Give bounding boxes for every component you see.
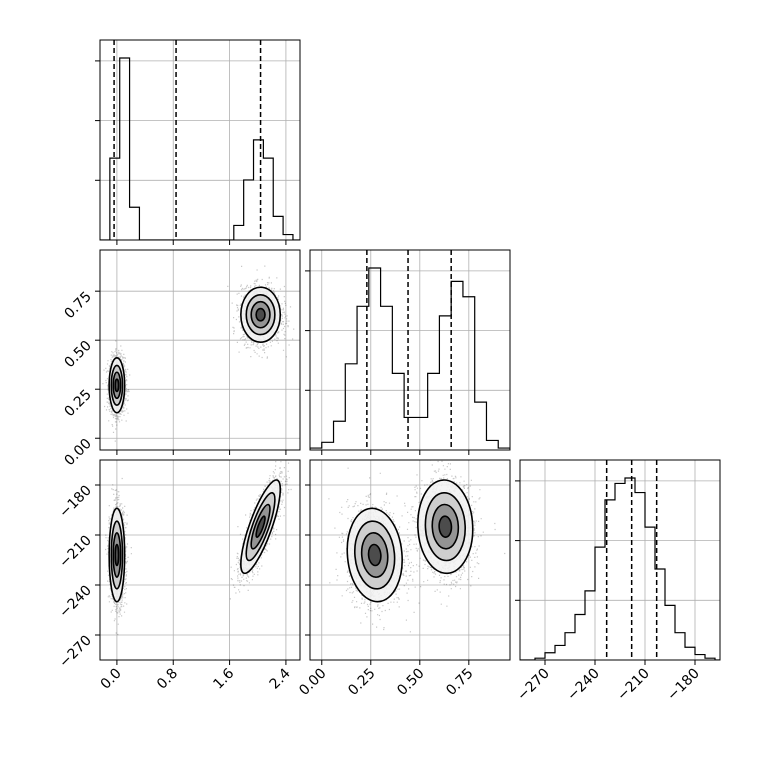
y-tick-label: 0.50 bbox=[61, 338, 94, 371]
contour-line bbox=[114, 378, 120, 393]
contour-line bbox=[108, 507, 126, 603]
x-tick-label: 0.50 bbox=[394, 666, 427, 699]
x-tick-label: 1.6 bbox=[210, 665, 237, 692]
histogram-panel-1 bbox=[305, 249, 511, 455]
axes-frame bbox=[99, 249, 301, 451]
x-tick-label: −180 bbox=[664, 666, 703, 705]
axes-frame bbox=[99, 459, 301, 661]
x-tick-label: 0.00 bbox=[296, 666, 329, 699]
scatter-panel-0-1: 0.00 0.25 0.50 0.75 bbox=[61, 249, 301, 469]
x-tick-label: 2.4 bbox=[267, 665, 294, 692]
contour-line bbox=[431, 503, 460, 550]
contour-line bbox=[438, 515, 453, 538]
contour-line bbox=[346, 507, 403, 603]
x-tick-label: 0.75 bbox=[443, 666, 476, 699]
contour-line bbox=[367, 543, 382, 567]
density-fill bbox=[439, 516, 452, 538]
axes-frame bbox=[309, 459, 511, 661]
y-tick-label: −210 bbox=[56, 533, 95, 572]
contour-line bbox=[112, 532, 122, 578]
x-tick-label: −240 bbox=[564, 666, 603, 705]
x-tick-label: 0.25 bbox=[345, 666, 378, 699]
x-tick-label: 0.8 bbox=[154, 666, 181, 693]
scatter-panel-0-2: 0.0 0.8 1.6 2.4 −270 −240 −210 −180 bbox=[56, 459, 301, 693]
density-fill bbox=[256, 308, 266, 321]
histogram-panel-2: −270 −240 −210 −180 bbox=[514, 459, 721, 705]
axes-frame bbox=[99, 39, 301, 241]
y-tick-label: 0.00 bbox=[61, 436, 94, 469]
contour-line bbox=[417, 479, 474, 575]
contour-line bbox=[354, 520, 396, 590]
histogram-step bbox=[310, 267, 510, 450]
contour-line bbox=[240, 286, 282, 343]
contour-line bbox=[360, 532, 389, 578]
y-tick-label: −180 bbox=[56, 483, 95, 522]
contour-line bbox=[250, 503, 271, 550]
y-tick-label: −270 bbox=[56, 633, 95, 672]
scatter-panel-1-2: 0.00 0.25 0.50 0.75 bbox=[296, 459, 511, 699]
contour-line bbox=[245, 492, 276, 562]
contour-line bbox=[110, 520, 124, 590]
density-fill bbox=[256, 516, 265, 538]
contour-line bbox=[255, 515, 266, 538]
contour-line bbox=[110, 364, 124, 406]
contour-line bbox=[424, 492, 466, 562]
contour-line bbox=[245, 294, 276, 336]
contour-line bbox=[114, 543, 120, 567]
y-tick-label: −240 bbox=[56, 583, 95, 622]
histogram-step bbox=[520, 477, 720, 660]
contour-line bbox=[108, 357, 126, 414]
y-tick-label: 0.25 bbox=[61, 387, 94, 420]
contour-line bbox=[250, 300, 271, 329]
histogram-panel-0 bbox=[95, 39, 301, 245]
y-tick-label: 0.75 bbox=[61, 289, 94, 322]
x-tick-label: −270 bbox=[514, 666, 553, 705]
x-tick-label: −210 bbox=[614, 666, 653, 705]
histogram-step bbox=[100, 57, 300, 240]
contour-line bbox=[255, 307, 266, 322]
axes-frame bbox=[519, 459, 721, 661]
density-fill bbox=[368, 544, 381, 566]
contour-line bbox=[240, 479, 282, 575]
contour-line bbox=[112, 371, 122, 400]
axes-frame bbox=[309, 249, 511, 451]
x-tick-label: 0.0 bbox=[98, 666, 125, 693]
